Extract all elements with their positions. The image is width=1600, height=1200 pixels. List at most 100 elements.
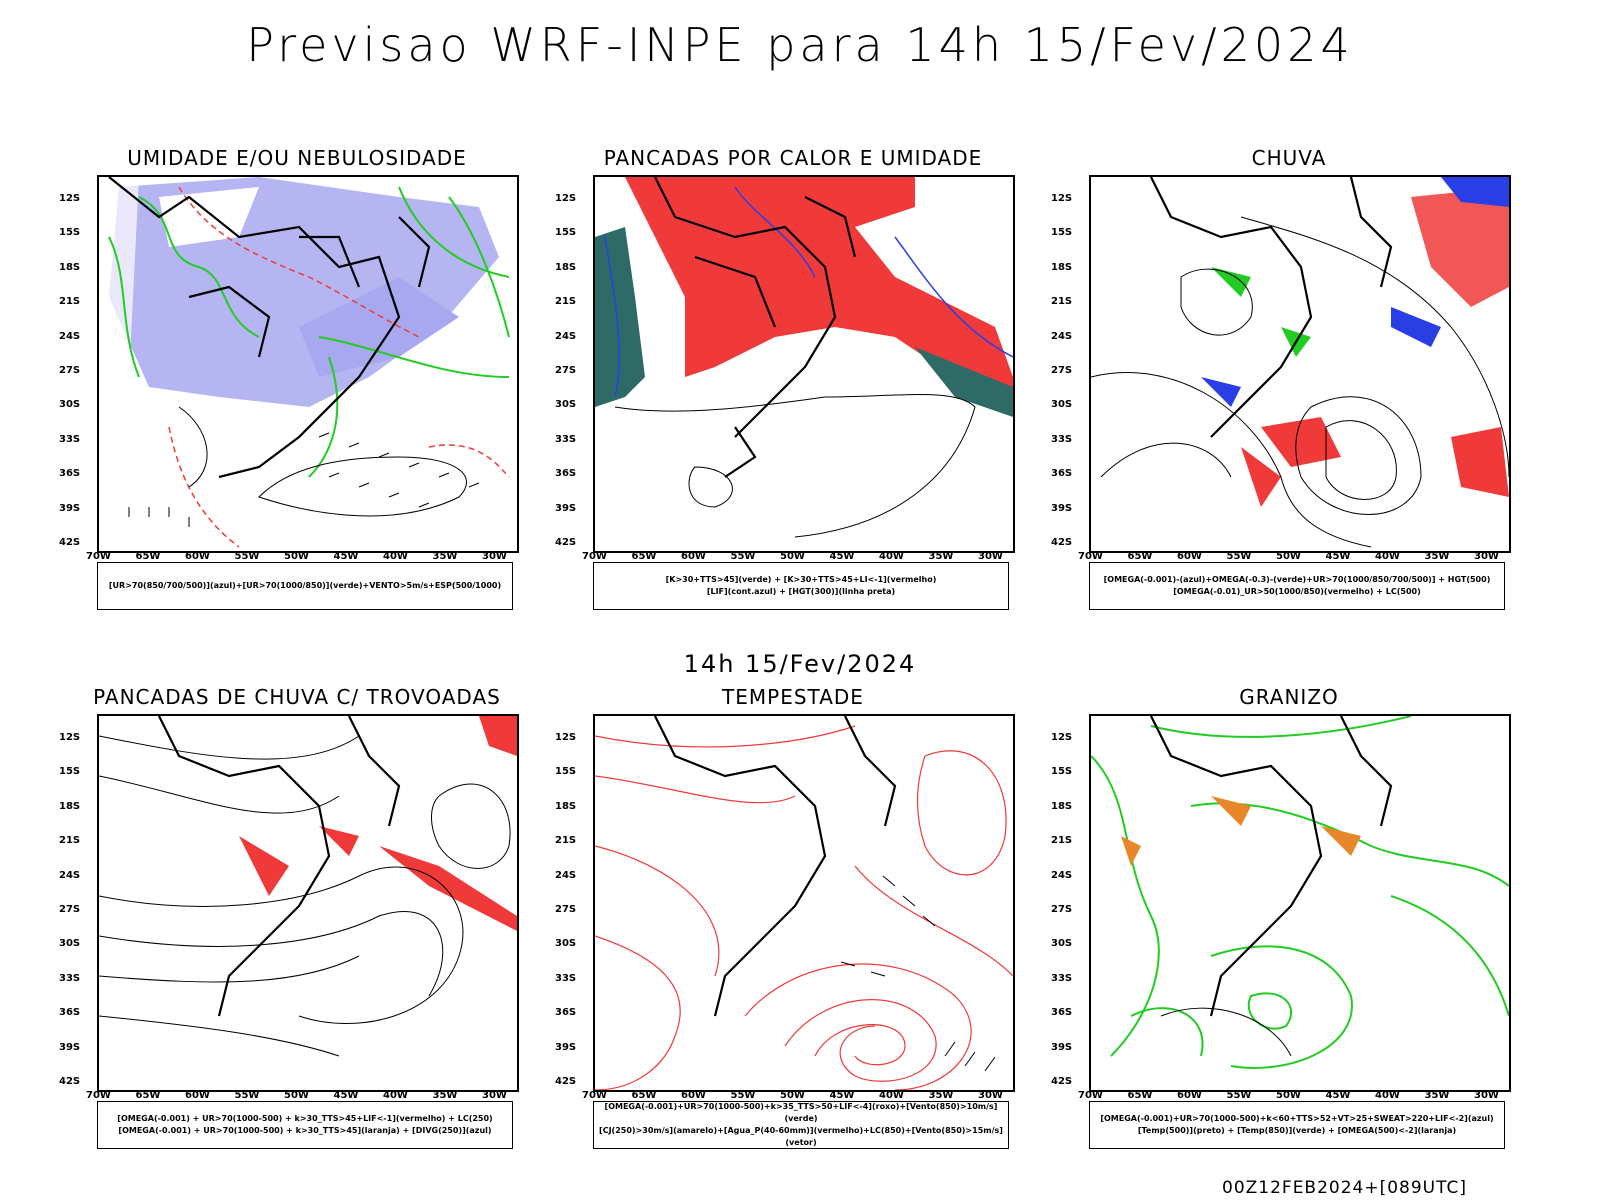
- map-umidade: [99, 177, 510, 548]
- lat-tick-label: 12S: [59, 732, 81, 743]
- lon-tick-label: 40W: [1375, 551, 1400, 562]
- lon-tick-label: 45W: [829, 551, 855, 562]
- lon-tick-label: 40W: [879, 1090, 904, 1101]
- lon-tick-label: 65W: [1127, 1090, 1153, 1101]
- lat-tick-label: 24S: [555, 330, 577, 342]
- lon-tick-label: 55W: [730, 1090, 756, 1101]
- panel-title: UMIDADE E/OU NEBULOSIDADE: [127, 146, 467, 170]
- lon-tick-label: 50W: [1276, 1090, 1301, 1101]
- lon-tick-label: 60W: [1177, 1090, 1202, 1101]
- lon-tick-label: 40W: [383, 1090, 408, 1101]
- lon-tick-label: 70W: [86, 551, 111, 562]
- lon-tick-label: 60W: [185, 551, 210, 562]
- lat-tick-label: 30S: [59, 399, 81, 411]
- lat-tick-label: 36S: [1051, 1007, 1073, 1019]
- lon-tick-label: 65W: [631, 551, 657, 562]
- lon-tick-label: 30W: [978, 551, 1003, 562]
- lon-tick-label: 50W: [780, 551, 805, 562]
- lat-tick-label: 24S: [59, 330, 81, 342]
- lon-tick-label: 30W: [1474, 551, 1499, 562]
- lat-tick-label: 21S: [1051, 835, 1073, 847]
- lat-tick-label: 21S: [59, 296, 81, 308]
- lon-tick-label: 35W: [1424, 551, 1450, 562]
- lat-tick-label: 30S: [59, 938, 81, 950]
- lat-tick-label: 12S: [555, 193, 577, 204]
- lon-tick-label: 70W: [582, 1090, 607, 1101]
- lat-tick-label: 33S: [555, 433, 577, 445]
- lat-tick-label: 33S: [555, 972, 577, 984]
- map-frame: [1089, 714, 1511, 1092]
- map-granizo: [1091, 716, 1509, 1069]
- map-frame: [593, 175, 1015, 553]
- panel-title: TEMPESTADE: [722, 685, 864, 709]
- panel-tempestade: TEMPESTADE [OMEGA(-0.001)+U: [553, 685, 1033, 1175]
- legend-line: [UR>70(850/700/500)](azul)+[UR>70(1000/8…: [108, 581, 502, 590]
- lon-tick-label: 70W: [582, 551, 607, 562]
- panel-umidade: UMIDADE E/OU NEBULOSIDADE: [57, 146, 537, 636]
- legend-line: [K>30+TTS>45](verde) + [K>30+TTS>45+LI<-…: [665, 575, 937, 584]
- lat-tick-label: 24S: [59, 869, 81, 881]
- lat-tick-label: 15S: [555, 766, 577, 778]
- map-frame: [1089, 175, 1511, 553]
- lon-tick-label: 60W: [1177, 551, 1202, 562]
- lat-tick-label: 18S: [59, 261, 81, 273]
- lat-tick-label: 39S: [555, 502, 577, 514]
- lat-tick-label: 30S: [1051, 399, 1073, 411]
- lon-tick-label: 65W: [135, 1090, 161, 1101]
- panel-legend: [UR>70(850/700/500)](azul)+[UR>70(1000/8…: [97, 562, 513, 610]
- lon-tick-label: 45W: [333, 1090, 359, 1101]
- lon-tick-label: 35W: [432, 551, 458, 562]
- lon-tick-label: 30W: [482, 1090, 507, 1101]
- lon-tick-label: 45W: [333, 551, 359, 562]
- legend-line: [LIF](cont.azul) + [HGT(300)](linha pret…: [706, 587, 896, 596]
- lat-tick-label: 33S: [1051, 433, 1073, 445]
- lon-tick-label: 65W: [1127, 551, 1153, 562]
- lat-tick-label: 12S: [59, 193, 81, 204]
- lat-tick-label: 36S: [555, 468, 577, 480]
- lon-tick-label: 45W: [829, 1090, 855, 1101]
- lat-tick-label: 30S: [1051, 938, 1073, 950]
- lat-tick-label: 18S: [59, 800, 81, 812]
- lon-tick-label: 70W: [86, 1090, 111, 1101]
- map-pancadas-trovoadas: [99, 716, 517, 1057]
- lower-row-title: 14h 15/Fev/2024: [683, 650, 917, 678]
- lat-tick-label: 24S: [1051, 330, 1073, 342]
- panel-title: PANCADAS POR CALOR E UMIDADE: [603, 146, 983, 170]
- map-chuva: [1091, 177, 1509, 548]
- map-frame: [97, 175, 519, 553]
- lat-tick-label: 30S: [555, 399, 577, 411]
- lon-tick-label: 35W: [1424, 1090, 1450, 1101]
- lon-tick-label: 40W: [383, 551, 408, 562]
- lat-tick-label: 42S: [59, 537, 81, 548]
- lon-tick-label: 55W: [1226, 551, 1252, 562]
- lat-tick-label: 15S: [555, 227, 577, 239]
- lon-tick-label: 35W: [928, 1090, 954, 1101]
- lon-tick-label: 30W: [978, 1090, 1003, 1101]
- lat-tick-label: 27S: [1051, 904, 1073, 915]
- lon-tick-label: 30W: [482, 551, 507, 562]
- lat-tick-label: 36S: [1051, 468, 1073, 480]
- lon-tick-label: 60W: [681, 1090, 706, 1101]
- lat-tick-label: 21S: [555, 296, 577, 308]
- lat-tick-label: 33S: [59, 433, 81, 445]
- panel-pancadas-calor: PANCADAS POR CALOR E UMIDADE: [553, 146, 1033, 636]
- lon-tick-label: 35W: [432, 1090, 458, 1101]
- lat-tick-label: 15S: [1051, 766, 1073, 778]
- lon-tick-label: 65W: [135, 551, 161, 562]
- lat-tick-label: 30S: [555, 938, 577, 950]
- lon-tick-label: 40W: [879, 551, 904, 562]
- lat-tick-label: 27S: [59, 904, 81, 915]
- lat-tick-label: 39S: [555, 1041, 577, 1053]
- lon-tick-label: 45W: [1325, 551, 1351, 562]
- lon-tick-label: 60W: [185, 1090, 210, 1101]
- lon-tick-label: 65W: [631, 1090, 657, 1101]
- legend-line: [Temp(500)](preto) + [Temp(850)](verde) …: [1137, 1126, 1457, 1135]
- map-frame: [593, 714, 1015, 1092]
- lat-tick-label: 39S: [59, 1041, 81, 1053]
- lat-tick-label: 42S: [59, 1076, 81, 1087]
- legend-line: [OMEGA(-0.001) + UR>70(1000-500) + k>30_…: [118, 1126, 492, 1135]
- map-frame: [97, 714, 519, 1092]
- lon-tick-label: 60W: [681, 551, 706, 562]
- lat-tick-label: 36S: [59, 468, 81, 480]
- lat-tick-label: 24S: [1051, 869, 1073, 881]
